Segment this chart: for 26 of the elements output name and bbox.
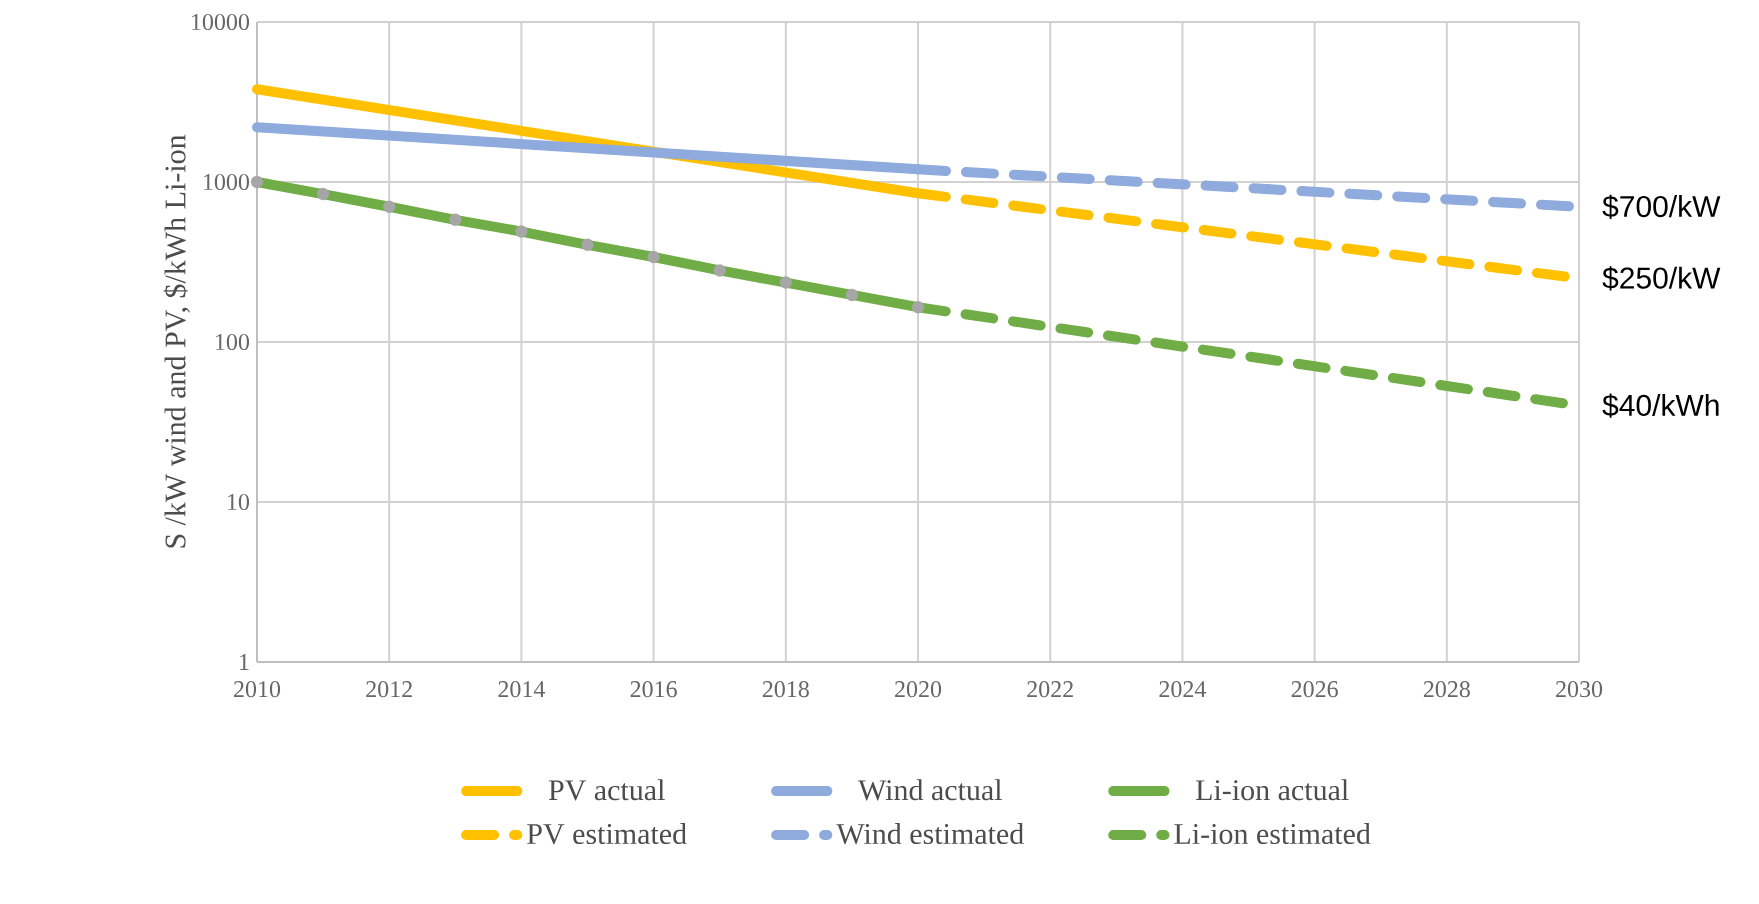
legend-label: Wind estimated [836, 823, 1024, 845]
x-tick-label: 2024 [1159, 681, 1207, 698]
x-tick-label: 2020 [895, 681, 942, 698]
x-tick-label: 2022 [1027, 681, 1073, 698]
y-tick-label: 1 [240, 654, 249, 670]
x-tick-label: 2016 [630, 681, 677, 698]
x-tick-label: 2014 [498, 681, 546, 698]
y-tick-label: 1000 [204, 173, 250, 191]
legend-label: Li-ion estimated [1174, 823, 1371, 845]
y-tick-label: 100 [216, 333, 250, 351]
text: $250/kW [1602, 266, 1721, 291]
legend-label: PV actual [548, 779, 665, 801]
x-tick-label: 2010 [234, 681, 281, 698]
text: $700/kW [1602, 194, 1721, 219]
legend-label: Li-ion actual [1196, 779, 1349, 801]
x-tick-label: 2018 [762, 681, 809, 698]
x-tick-label: 2026 [1291, 681, 1338, 698]
x-tick-label: 2030 [1556, 681, 1603, 698]
legend-label: Wind actual [858, 779, 1002, 801]
x-tick-label: 2012 [366, 681, 412, 698]
x-tick-label: 2028 [1423, 681, 1470, 698]
y-axis-title: S /kW wind and PV, $/kWh Li-ion [163, 134, 190, 548]
legend-label: PV estimated [527, 823, 687, 845]
y-tick-label: 10000 [192, 13, 250, 31]
y-tick-label: 10 [228, 493, 250, 511]
text: $40/kWh [1602, 393, 1719, 418]
